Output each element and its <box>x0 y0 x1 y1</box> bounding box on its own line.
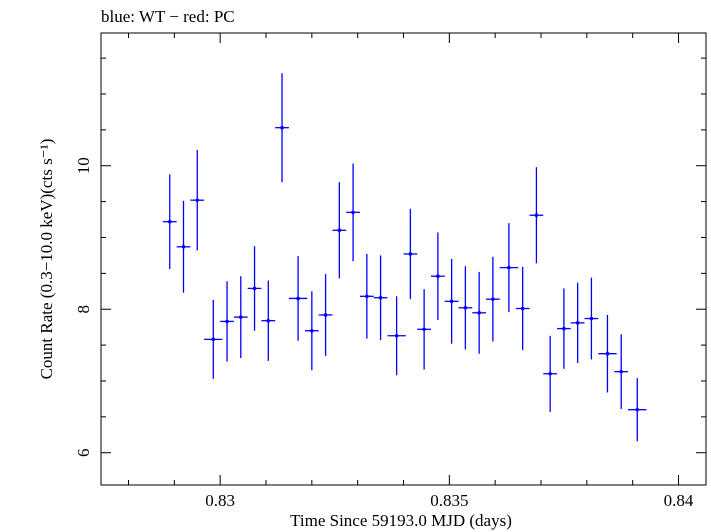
data-point <box>499 223 519 313</box>
point-marker <box>463 305 468 310</box>
point-marker <box>562 326 566 331</box>
data-point <box>472 271 486 354</box>
data-point <box>359 253 374 339</box>
data-point <box>444 259 459 344</box>
point-marker <box>477 311 481 315</box>
data-point <box>515 266 530 351</box>
data-point <box>598 314 617 393</box>
y-tick-label: 10 <box>74 157 93 174</box>
data-point <box>190 149 205 251</box>
data-point <box>486 256 500 342</box>
point-marker <box>280 125 284 130</box>
data-point <box>431 232 445 320</box>
y-axis-ticks: 6 8 10 <box>74 57 706 457</box>
data-point <box>403 208 418 300</box>
data-point <box>247 246 262 331</box>
point-marker <box>449 299 454 304</box>
x-tick-label: 0.84 <box>664 491 694 510</box>
point-marker <box>422 327 426 332</box>
plot-frame <box>100 32 707 486</box>
data-point <box>570 282 585 364</box>
data-point <box>346 163 360 262</box>
data-point <box>543 335 558 412</box>
data-point <box>373 255 388 341</box>
data-point <box>176 200 191 293</box>
data-point <box>318 274 333 356</box>
point-marker <box>296 296 300 301</box>
y-tick-label: 8 <box>74 305 93 314</box>
data-point <box>220 281 234 362</box>
data-point <box>458 266 473 350</box>
point-marker <box>520 306 525 311</box>
point-marker <box>394 333 399 338</box>
data-point <box>275 73 289 183</box>
point-marker <box>238 315 243 319</box>
data-point <box>628 378 647 442</box>
data-point <box>304 291 319 371</box>
point-marker <box>436 274 440 279</box>
point-marker <box>211 337 216 342</box>
data-series <box>162 73 647 442</box>
data-point <box>584 277 599 360</box>
chart-title: blue: WT − red: PC <box>101 7 235 26</box>
point-marker <box>181 245 186 249</box>
point-marker <box>589 316 594 321</box>
data-point <box>204 299 223 379</box>
point-marker <box>548 371 552 376</box>
point-marker <box>252 286 257 291</box>
x-tick-label: 0.835 <box>430 491 468 510</box>
point-marker <box>266 318 271 323</box>
point-marker <box>491 297 495 301</box>
point-marker <box>635 407 640 412</box>
point-marker <box>408 252 413 256</box>
data-point <box>614 334 629 409</box>
x-tick-label: 0.83 <box>205 491 235 510</box>
data-point <box>233 276 248 359</box>
point-marker <box>605 351 610 356</box>
x-axis-ticks: 0.83 0.835 0.84 <box>128 33 694 510</box>
point-marker <box>365 294 369 299</box>
point-marker <box>310 328 314 333</box>
point-marker <box>323 313 328 317</box>
point-marker <box>225 319 229 324</box>
point-marker <box>351 210 355 215</box>
data-point <box>387 296 406 376</box>
data-point <box>529 167 544 264</box>
point-marker <box>507 265 511 270</box>
point-marker <box>575 321 580 325</box>
data-point <box>288 256 308 341</box>
data-point <box>162 174 177 270</box>
y-tick-label: 6 <box>74 448 93 457</box>
data-point <box>332 182 347 279</box>
point-marker <box>195 198 200 202</box>
data-point <box>417 289 431 370</box>
y-axis-label: Count Rate (0.3−10.0 keV)(cts s⁻¹) <box>37 139 56 380</box>
x-axis-label: Time Since 59193.0 MJD (days) <box>290 511 512 530</box>
point-marker <box>167 219 172 224</box>
point-marker <box>337 228 342 233</box>
data-point <box>261 280 276 361</box>
point-marker <box>619 369 624 374</box>
data-point <box>557 288 571 369</box>
point-marker <box>534 213 539 218</box>
point-marker <box>378 295 383 300</box>
